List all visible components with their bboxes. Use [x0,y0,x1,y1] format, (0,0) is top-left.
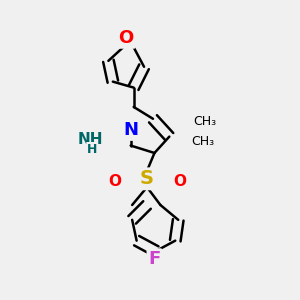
Text: CH₃: CH₃ [193,115,216,128]
Text: O: O [173,174,186,189]
Text: S: S [140,169,154,188]
Text: H: H [87,142,97,156]
Text: O: O [108,174,121,189]
Text: N: N [123,121,138,139]
Text: F: F [148,250,160,268]
Text: O: O [118,29,134,47]
Text: NH: NH [78,132,103,147]
Text: CH₃: CH₃ [192,136,215,148]
